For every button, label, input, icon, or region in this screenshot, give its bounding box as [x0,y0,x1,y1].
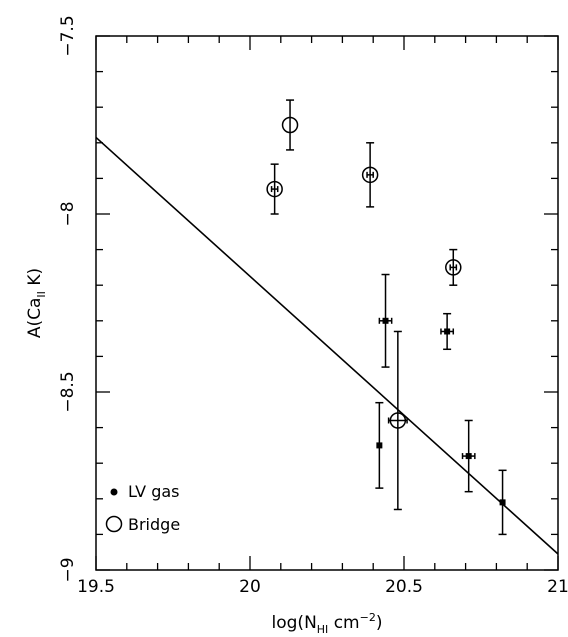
x-label-sup: −2 [360,611,376,624]
legend-bridge-label: Bridge [128,515,180,534]
y-tick-label: −8.5 [58,371,78,412]
legend-lv-marker [110,488,118,496]
bridge-point [281,99,299,151]
fit-line-group [95,136,559,555]
lv-gas-point [375,401,384,489]
bridge-marker [281,116,299,134]
plot-frame [95,35,559,571]
legend-bridge-marker [105,515,123,533]
y-label-tail: K) [25,268,45,291]
x-axis-label: log(NHI cm−2) [272,611,383,636]
bridge-point [387,330,408,511]
bridge-point [266,163,283,215]
fit-line [95,136,559,555]
axis-ticks [95,35,559,571]
data-points [266,99,507,536]
y-tick-label: −9 [58,557,78,582]
y-tick-label: −8 [58,201,78,226]
lv-gas-point [498,469,507,536]
lv-gas-point [378,273,393,368]
x-label-base: log(N [272,613,317,633]
lv-gas-marker [465,453,472,460]
y-label-sub: II [35,291,48,298]
bridge-marker [389,412,407,429]
lv-gas-point [440,312,455,351]
bridge-point [445,248,462,286]
bridge-marker [361,166,379,184]
bridge-marker [445,259,462,276]
x-tick-label: 19.5 [77,577,115,597]
y-label-base: A(Ca [25,298,45,339]
legend: LV gas Bridge [105,482,180,534]
lv-gas-marker [382,317,389,324]
x-label-close: ) [376,613,383,633]
y-axis-label: A(CaII K) [25,268,48,338]
x-label-unit: cm [328,613,359,633]
lv-gas-marker [376,442,383,449]
x-tick-label: 20 [239,577,261,597]
x-tick-label: 21 [547,577,568,597]
lv-gas-marker [499,499,506,506]
lv-gas-point [461,419,476,493]
legend-lv-label: LV gas [128,482,179,501]
bridge-marker [266,180,283,198]
lv-gas-marker [444,328,451,335]
y-tick-label: −7.5 [58,15,78,56]
bridge-point [361,142,379,208]
x-tick-label: 20.5 [385,577,423,597]
axis-tick-labels: 19.5 20 20.5 21 −9 −8.5 −8 −7.5 [58,15,568,597]
x-label-sub: HI [317,623,329,636]
